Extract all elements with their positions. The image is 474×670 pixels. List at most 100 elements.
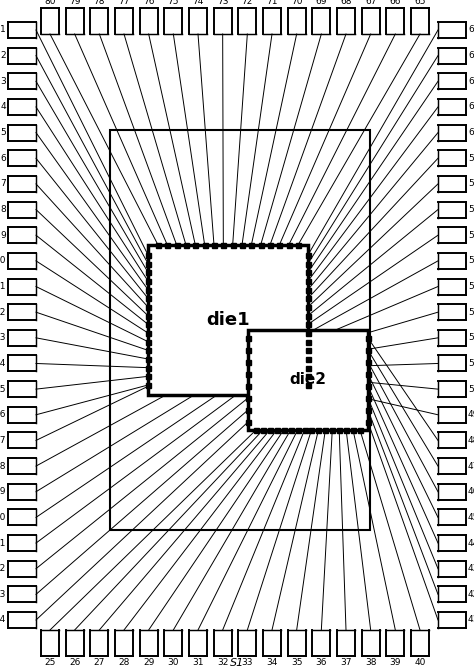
Text: 5: 5	[0, 128, 6, 137]
Text: 40: 40	[414, 658, 426, 667]
Bar	[146, 340, 151, 344]
Text: 79: 79	[69, 0, 81, 6]
Bar	[146, 331, 151, 336]
Bar	[366, 420, 371, 425]
Bar	[306, 305, 311, 310]
Bar	[306, 279, 311, 284]
Text: 8: 8	[0, 205, 6, 214]
Bar	[366, 348, 371, 353]
Bar	[146, 322, 151, 328]
Bar	[184, 243, 189, 248]
Text: die1: die1	[206, 311, 250, 329]
Text: 24: 24	[0, 616, 6, 624]
Bar	[268, 243, 273, 248]
Bar	[246, 384, 251, 389]
Text: 62: 62	[468, 77, 474, 86]
Text: 65: 65	[414, 0, 426, 6]
Bar	[261, 428, 266, 433]
Text: 23: 23	[0, 590, 6, 599]
Text: 59: 59	[468, 153, 474, 163]
Text: 27: 27	[94, 658, 105, 667]
Bar	[306, 322, 311, 328]
Text: 74: 74	[192, 0, 204, 6]
Text: 10: 10	[0, 257, 6, 265]
Bar	[317, 428, 321, 433]
Text: die2: die2	[290, 373, 327, 387]
Text: 47: 47	[468, 462, 474, 470]
Bar	[366, 336, 371, 341]
Bar	[366, 408, 371, 413]
Bar	[330, 428, 335, 433]
Bar	[351, 428, 356, 433]
Bar	[203, 243, 208, 248]
Text: 75: 75	[168, 0, 179, 6]
Text: 71: 71	[266, 0, 278, 6]
Bar	[146, 279, 151, 284]
Text: 12: 12	[0, 308, 6, 317]
Bar	[366, 372, 371, 377]
Bar	[246, 360, 251, 365]
Bar	[146, 270, 151, 275]
Bar	[306, 296, 311, 302]
Bar	[146, 253, 151, 258]
Text: 43: 43	[468, 564, 474, 574]
Bar	[110, 130, 370, 530]
Text: 34: 34	[266, 658, 278, 667]
Text: 25: 25	[44, 658, 55, 667]
Text: 68: 68	[340, 0, 352, 6]
Text: 36: 36	[316, 658, 327, 667]
Text: 30: 30	[168, 658, 179, 667]
Text: 78: 78	[93, 0, 105, 6]
Bar	[310, 428, 314, 433]
Text: 64: 64	[468, 25, 474, 34]
Text: 60: 60	[468, 128, 474, 137]
Text: 50: 50	[468, 385, 474, 394]
Bar	[146, 314, 151, 319]
Bar	[296, 428, 301, 433]
Bar	[165, 243, 170, 248]
Text: 38: 38	[365, 658, 376, 667]
Text: 80: 80	[44, 0, 56, 6]
Text: S1: S1	[230, 658, 244, 668]
Text: 3: 3	[0, 77, 6, 86]
Text: 63: 63	[468, 51, 474, 60]
Text: 66: 66	[390, 0, 401, 6]
Text: 9: 9	[0, 230, 6, 240]
Bar	[358, 428, 363, 433]
Bar	[148, 245, 308, 395]
Bar	[366, 384, 371, 389]
Bar	[146, 375, 151, 379]
Bar	[146, 262, 151, 267]
Bar	[306, 357, 311, 362]
Text: 73: 73	[217, 0, 228, 6]
Text: 16: 16	[0, 410, 6, 419]
Text: 35: 35	[291, 658, 302, 667]
Text: 15: 15	[0, 385, 6, 394]
Bar	[246, 372, 251, 377]
Text: 29: 29	[143, 658, 155, 667]
Text: 19: 19	[0, 487, 6, 496]
Bar	[156, 243, 161, 248]
Bar	[174, 243, 180, 248]
Text: 11: 11	[0, 282, 6, 291]
Bar	[146, 296, 151, 302]
Bar	[246, 336, 251, 341]
Text: 33: 33	[242, 658, 253, 667]
Bar	[306, 331, 311, 336]
Text: 41: 41	[468, 616, 474, 624]
Bar	[287, 243, 292, 248]
Text: 22: 22	[0, 564, 6, 574]
Bar	[259, 243, 264, 248]
Bar	[146, 287, 151, 293]
Bar	[240, 243, 245, 248]
Text: 31: 31	[192, 658, 204, 667]
Bar	[275, 428, 280, 433]
Bar	[246, 420, 251, 425]
Bar	[249, 243, 255, 248]
Bar	[193, 243, 198, 248]
Text: 39: 39	[390, 658, 401, 667]
Bar	[366, 396, 371, 401]
Text: 51: 51	[468, 359, 474, 368]
Text: 48: 48	[468, 436, 474, 445]
Bar	[231, 243, 236, 248]
